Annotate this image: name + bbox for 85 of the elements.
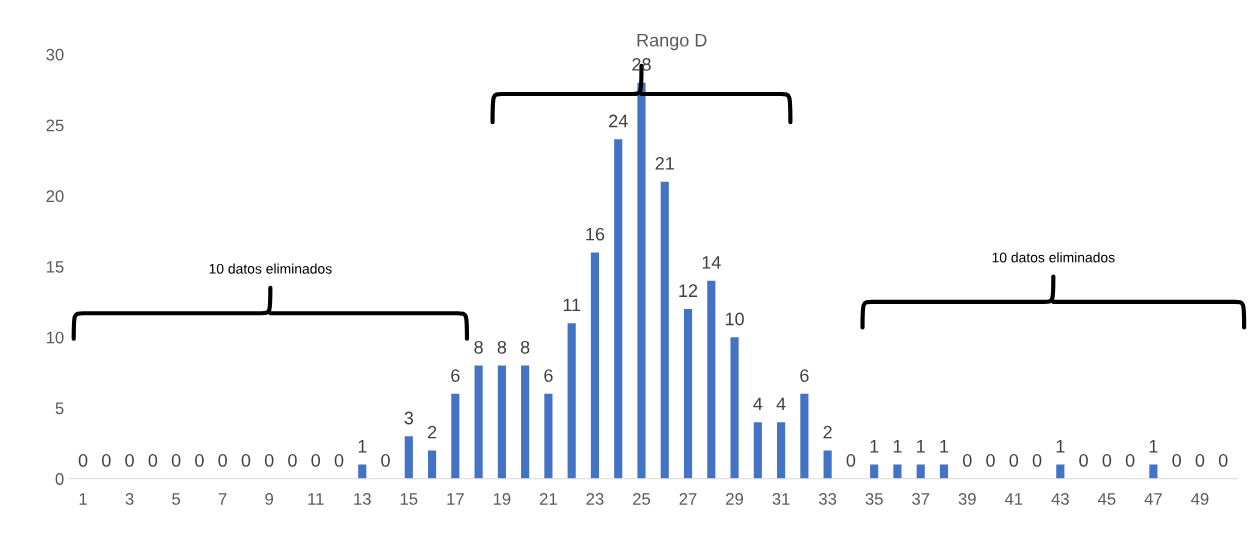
y-tick-label: 25 — [46, 119, 64, 132]
x-tick-label: 31 — [772, 493, 790, 505]
x-tick-label: 11 — [308, 493, 324, 505]
x-tick-label: 35 — [865, 493, 883, 505]
data-label: 1 — [1056, 440, 1065, 453]
data-label: 0 — [1079, 454, 1088, 467]
data-label: 0 — [125, 454, 134, 467]
data-label: 0 — [1125, 454, 1135, 467]
x-tick-label: 47 — [1144, 493, 1162, 505]
y-tick-label: 0 — [55, 473, 64, 485]
data-label: 0 — [78, 454, 88, 467]
data-label: 0 — [241, 454, 251, 467]
y-tick-label: 30 — [46, 48, 64, 61]
data-label: 0 — [381, 454, 390, 467]
text: Rango D — [637, 33, 707, 51]
data-label: 11 — [563, 298, 581, 312]
x-tick-label: 9 — [265, 493, 274, 505]
data-label: 1 — [893, 440, 902, 453]
data-label: 0 — [986, 454, 995, 467]
data-label: 8 — [520, 340, 530, 354]
data-label: 16 — [586, 227, 605, 241]
data-label: 4 — [776, 397, 786, 411]
data-label: 14 — [702, 256, 721, 269]
data-label: 24 — [609, 114, 628, 128]
data-label: 6 — [800, 369, 809, 382]
x-tick-label: 3 — [125, 493, 134, 505]
x-tick-label: 33 — [819, 493, 837, 505]
data-label: 0 — [1195, 454, 1205, 467]
data-label: 0 — [264, 454, 274, 467]
x-tick-label: 45 — [1097, 493, 1116, 505]
data-label: 0 — [288, 454, 297, 467]
data-label: 0 — [148, 454, 158, 467]
y-tick-label: 15 — [46, 261, 64, 273]
x-tick-label: 7 — [218, 493, 227, 505]
data-label: 21 — [655, 157, 674, 170]
data-label: 0 — [101, 454, 111, 467]
x-tick-label: 39 — [958, 493, 976, 505]
y-tick-label: 10 — [46, 331, 64, 344]
data-label: 0 — [218, 454, 227, 467]
data-label: 8 — [474, 340, 483, 354]
x-tick-label: 13 — [354, 493, 371, 505]
annotation: 10 datos eliminados — [209, 263, 332, 274]
x-tick-label: 1 — [79, 493, 87, 505]
x-tick-label: 15 — [400, 493, 418, 505]
data-label: 28 — [632, 58, 651, 71]
data-label: 4 — [753, 397, 763, 411]
x-tick-label: 41 — [1004, 493, 1023, 505]
data-label: 0 — [1218, 454, 1228, 467]
data-label: 0 — [195, 454, 204, 467]
data-label: 0 — [846, 454, 856, 467]
data-label: 8 — [497, 340, 507, 354]
data-label: 0 — [171, 454, 181, 467]
x-tick-label: 25 — [633, 493, 651, 505]
data-label: 6 — [451, 369, 460, 382]
data-label: 3 — [404, 411, 414, 425]
x-tick-label: 37 — [912, 493, 930, 505]
data-label: 12 — [679, 284, 698, 297]
data-label: 6 — [544, 369, 553, 382]
data-label: 0 — [1009, 454, 1019, 467]
data-label: 0 — [334, 454, 344, 467]
data-label: 0 — [1172, 454, 1181, 467]
x-tick-label: 27 — [679, 493, 697, 505]
x-tick-label: 19 — [493, 493, 511, 505]
data-label: 2 — [427, 425, 437, 439]
data-label: 0 — [962, 454, 972, 467]
x-tick-label: 29 — [726, 493, 744, 505]
annotation: 10 datos eliminados — [992, 252, 1115, 263]
y-tick-label: 20 — [46, 190, 64, 203]
data-label: 2 — [823, 425, 832, 439]
x-tick-label: 23 — [586, 493, 604, 505]
data-label: 1 — [870, 440, 879, 453]
data-label: 10 — [725, 312, 744, 326]
x-tick-label: 43 — [1051, 493, 1069, 505]
data-label: 0 — [1102, 454, 1112, 467]
y-tick-label: 5 — [55, 402, 64, 415]
data-label: 1 — [940, 440, 949, 453]
x-tick-label: 5 — [172, 493, 181, 505]
x-tick-label: 49 — [1191, 493, 1209, 505]
x-tick-label: 21 — [539, 493, 557, 505]
x-tick-label: 17 — [447, 493, 464, 505]
data-label: 1 — [1149, 440, 1158, 453]
data-label: 0 — [1032, 454, 1042, 467]
data-label: 0 — [311, 454, 321, 467]
data-label: 1 — [917, 440, 925, 453]
data-label: 1 — [358, 440, 367, 453]
